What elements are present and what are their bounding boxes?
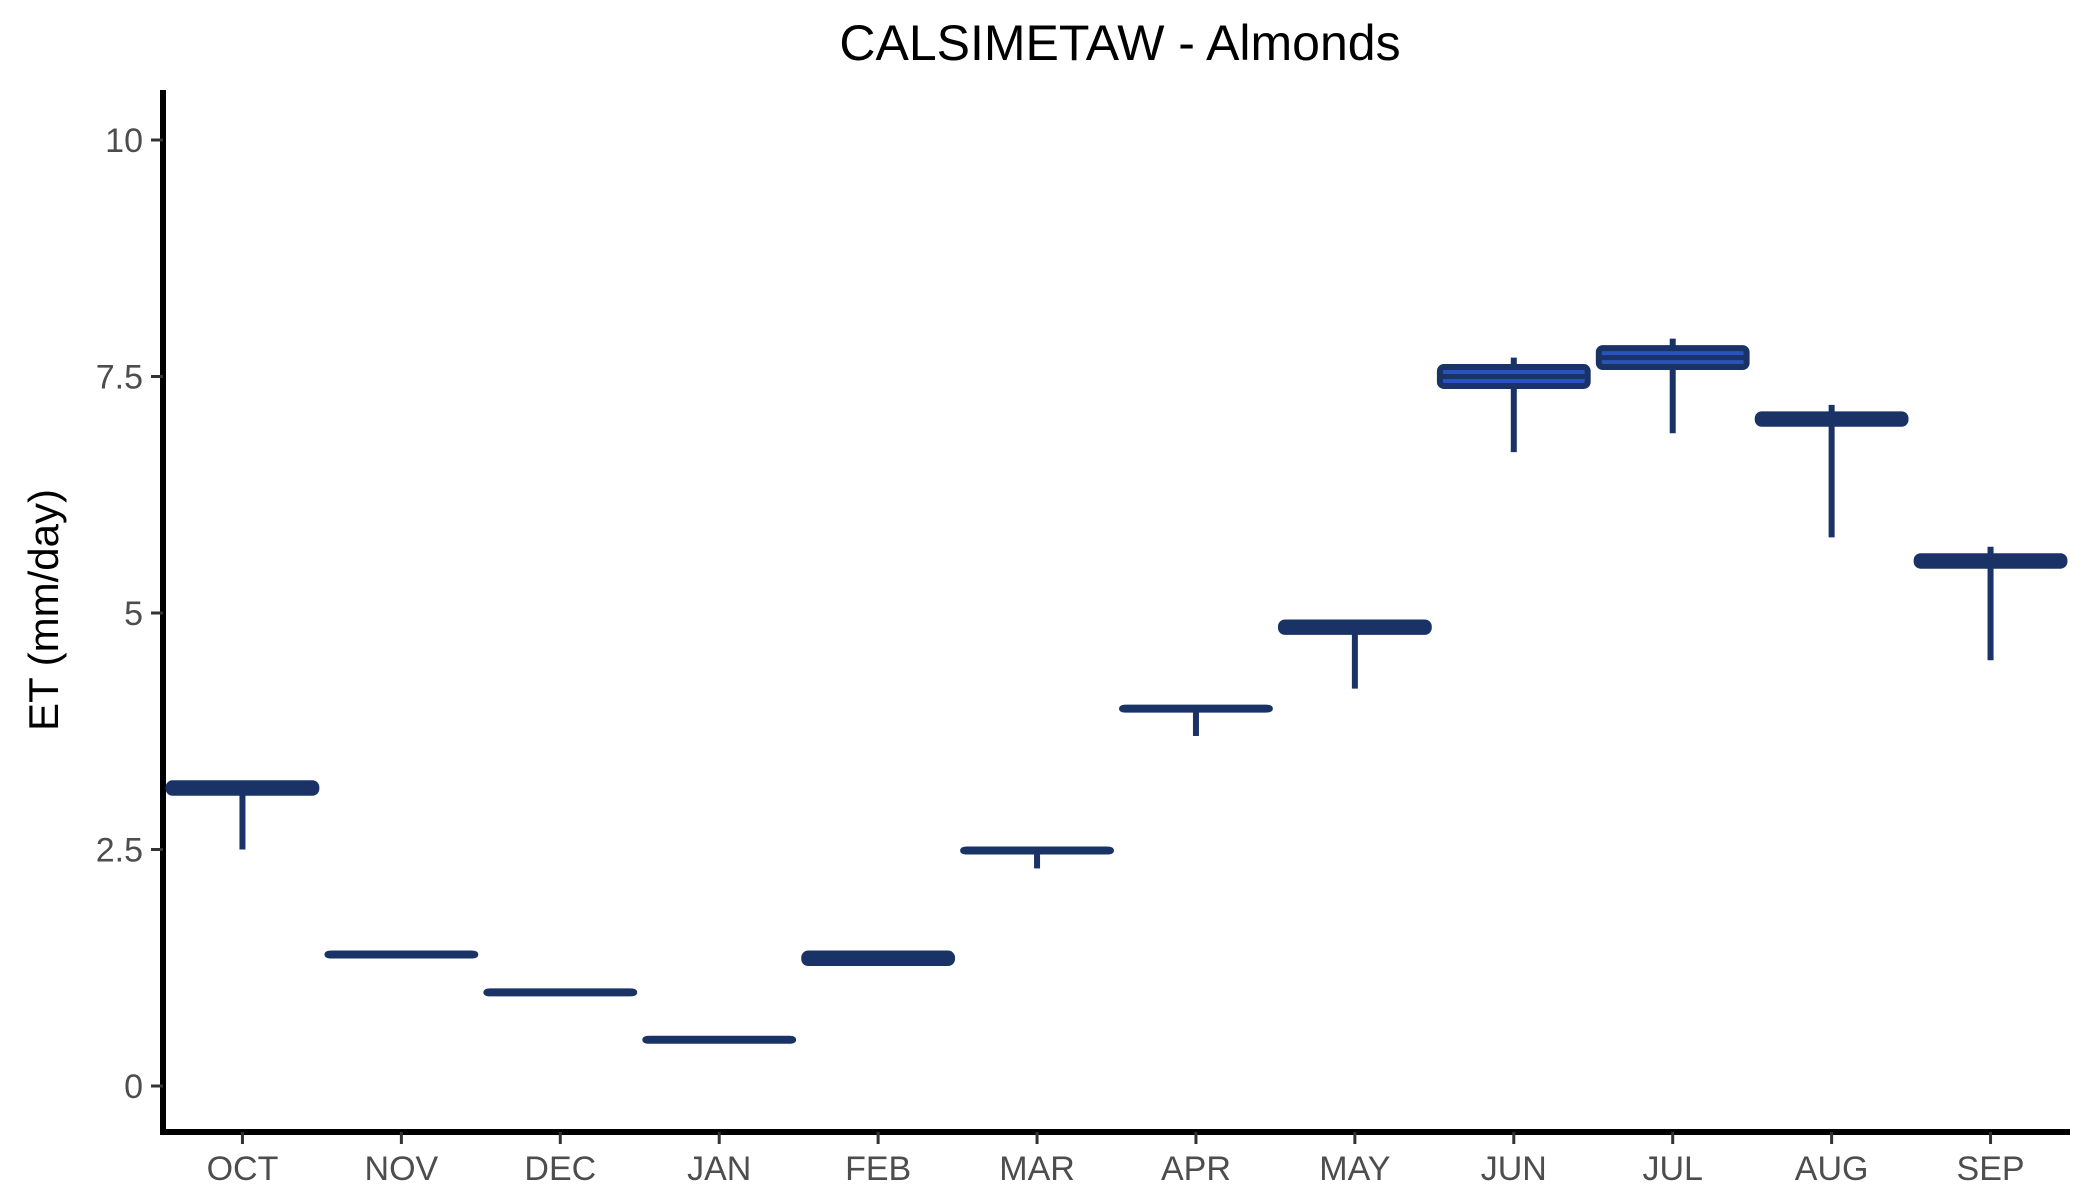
box-sep [1913, 546, 2068, 661]
y-axis-label: ET (mm/day) [20, 489, 67, 731]
x-tick-label: DEC [524, 1150, 596, 1188]
chart-title: CALSIMETAW - Almonds [839, 15, 1400, 71]
box-apr [1119, 704, 1273, 736]
box-jan [642, 1035, 797, 1044]
y-tick-label: 10 [105, 122, 143, 160]
box-may [1277, 619, 1432, 689]
box-series [165, 338, 2068, 1044]
box-mar [960, 846, 1114, 869]
x-tick-label: SEP [1957, 1150, 2025, 1188]
y-tick-label: 5 [124, 595, 143, 633]
x-tick-label: NOV [365, 1150, 439, 1188]
x-tick-label: AUG [1795, 1150, 1869, 1188]
x-tick-label: APR [1161, 1150, 1231, 1188]
box-oct [165, 780, 320, 850]
y-tick-label: 2.5 [96, 832, 143, 870]
box-feb [801, 950, 956, 967]
x-tick-label: JAN [687, 1150, 751, 1188]
x-tick-label: JUL [1642, 1150, 1702, 1188]
y-tick-label: 0 [124, 1068, 143, 1106]
y-axis-ticks: 0 2.5 5 7.5 10 [96, 122, 163, 1106]
box-dec [483, 988, 638, 997]
axes [160, 90, 2070, 1135]
box-aug [1754, 404, 1909, 538]
box-jun [1436, 357, 1591, 453]
x-tick-label: FEB [845, 1150, 911, 1188]
x-tick-label: MAR [999, 1150, 1075, 1188]
x-tick-label: OCT [207, 1150, 279, 1188]
x-tick-label: MAY [1319, 1150, 1390, 1188]
box-nov [324, 950, 479, 959]
x-tick-label: JUN [1481, 1150, 1547, 1188]
y-tick-label: 7.5 [96, 359, 143, 397]
x-axis-ticks: OCT NOV DEC JAN FEB MAR APR MAY JUN JUL AUG SEP [207, 1132, 2025, 1188]
box-jul [1595, 338, 1750, 434]
